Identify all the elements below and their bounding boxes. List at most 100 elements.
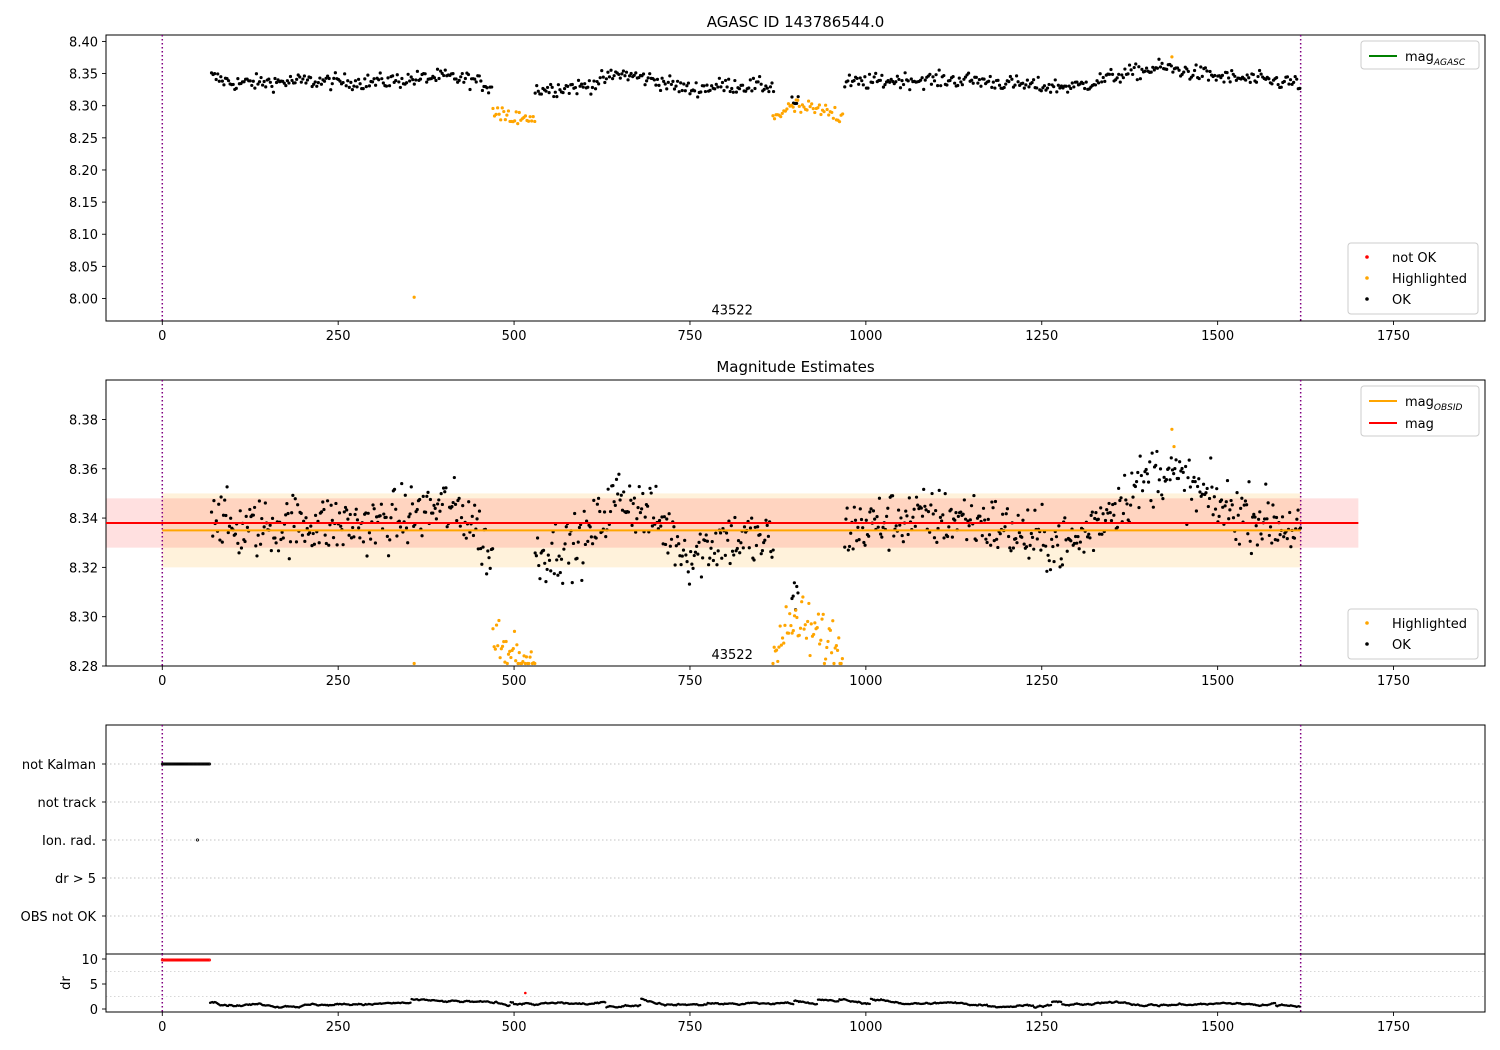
data-point-ok (590, 542, 595, 546)
data-point-highlighted (412, 661, 416, 666)
data-point-highlighted (521, 660, 525, 664)
data-point-ok (997, 83, 1002, 87)
data-point-ok (1014, 74, 1019, 78)
data-point-ok (374, 83, 378, 87)
data-point-ok (1206, 78, 1211, 82)
data-point-ok (1133, 484, 1137, 489)
data-point-ok (248, 79, 252, 83)
data-point-ok (1249, 551, 1254, 556)
data-point-ok (696, 552, 700, 556)
data-point-ok (1140, 67, 1144, 71)
data-point-ok (577, 525, 582, 530)
panel-title: AGASC ID 143786544.0 (707, 13, 885, 31)
data-point-ok (1237, 542, 1242, 546)
legend-point-swatch (1365, 621, 1369, 625)
data-point-ok (758, 532, 762, 537)
data-point-ok (1219, 76, 1223, 80)
data-point-ok (1279, 85, 1283, 89)
data-point-ok (256, 533, 260, 537)
data-point-ok (1266, 501, 1270, 505)
data-point-ok (641, 72, 646, 76)
data-point-ok (903, 71, 907, 75)
data-point-ok (932, 536, 937, 540)
data-point-ok (1256, 74, 1260, 79)
data-point-ok (1235, 491, 1239, 495)
data-point-ok (736, 539, 741, 543)
y-tick-label: 8.05 (69, 260, 98, 275)
data-point-ok (1088, 536, 1092, 540)
data-point-ok (1222, 80, 1226, 84)
data-point-ok (409, 485, 413, 489)
data-point-ok (693, 550, 698, 554)
data-point-ok (437, 76, 441, 81)
data-point-highlighted (840, 657, 844, 661)
data-point-ok (372, 507, 376, 511)
data-point-ok (1275, 76, 1279, 80)
data-point-ok (1276, 82, 1280, 87)
data-point-ok (1201, 482, 1206, 486)
data-point-ok (316, 81, 320, 85)
data-point-highlighted (784, 605, 788, 609)
data-point-ok (976, 81, 980, 85)
data-point-ok (969, 504, 974, 508)
data-point-ok (1103, 518, 1108, 523)
data-point-ok (1160, 61, 1164, 65)
data-point-highlighted (780, 111, 784, 116)
data-point-ok (1052, 559, 1056, 564)
data-point-ok (912, 507, 916, 511)
data-point-highlighted (786, 631, 791, 635)
data-point-highlighted (824, 103, 828, 107)
data-point-ok (1289, 545, 1293, 549)
data-point-ok (237, 551, 241, 555)
data-point-ok (867, 72, 872, 76)
y-tick-label: 8.00 (69, 293, 98, 308)
data-point-ok (937, 488, 941, 492)
data-point-ok (329, 503, 333, 507)
data-point-ok (305, 526, 309, 531)
data-point-ok (674, 544, 678, 548)
data-point-ok (1003, 525, 1007, 529)
data-point-ok (1094, 511, 1098, 515)
data-point-ok (264, 85, 268, 89)
data-point-ok (851, 547, 855, 551)
data-point-ok (635, 517, 639, 521)
data-point-ok (342, 510, 346, 514)
data-point-highlighted (793, 109, 797, 113)
data-point-ok (486, 549, 490, 553)
data-point-ok (1064, 538, 1068, 542)
observation-annotation: 43522 (711, 303, 752, 318)
data-point-ok (974, 538, 978, 543)
data-point-ok (459, 75, 463, 79)
data-point-ok (406, 541, 410, 545)
data-point-ok (712, 551, 717, 555)
data-point-ok (1157, 57, 1161, 61)
data-point-ok (641, 491, 645, 496)
data-point-ok (1254, 80, 1259, 84)
data-point-highlighted (818, 642, 822, 646)
data-point-ok (626, 78, 630, 82)
data-point-highlighted (832, 661, 836, 666)
data-point-ok (324, 541, 328, 546)
data-point-highlighted (531, 115, 535, 119)
data-point-highlighted (833, 105, 837, 110)
data-point-ok (1154, 463, 1158, 467)
data-point-ok (612, 500, 616, 504)
data-point-ok (318, 76, 322, 80)
data-point-ok (855, 539, 859, 543)
data-point-ok (703, 89, 708, 94)
data-point-ok (400, 76, 404, 81)
data-point-ok (245, 525, 250, 529)
data-point-ok (1007, 534, 1011, 539)
data-point-ok (349, 80, 353, 84)
data-point-highlighted (492, 645, 496, 649)
dr-point-ok (792, 1003, 795, 1006)
data-point-ok (1009, 549, 1013, 553)
data-point-ok (629, 71, 633, 76)
data-point-ok (1179, 469, 1183, 473)
data-point-ok (1190, 497, 1194, 501)
data-point-ok (1075, 541, 1079, 545)
data-point-ok (1273, 538, 1277, 542)
data-point-ok (1148, 460, 1152, 464)
data-point-ok (1157, 478, 1161, 482)
data-point-ok (1091, 548, 1096, 553)
